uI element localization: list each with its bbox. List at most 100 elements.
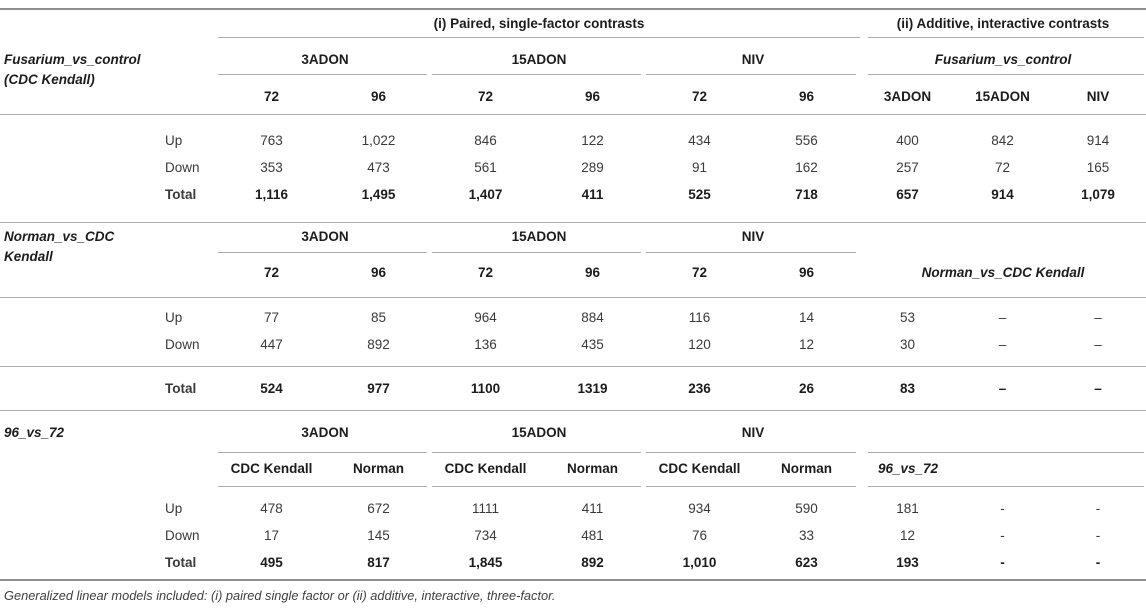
value-cell: – xyxy=(998,337,1007,352)
block3-right-label: 96_vs_72 xyxy=(878,461,939,476)
value-cell: 964 xyxy=(474,310,497,325)
total-cell: - xyxy=(1095,555,1101,570)
block1-group-3adon: 3ADON xyxy=(301,52,349,67)
block2-rule-niv xyxy=(646,252,856,253)
block2-total-label: Total xyxy=(165,381,197,396)
value-cell: 12 xyxy=(798,337,815,352)
value-cell: 162 xyxy=(795,160,818,175)
block1-subheader: 72 xyxy=(691,89,708,104)
value-cell: 14 xyxy=(798,310,815,325)
block3-subrule-15adon xyxy=(432,486,641,487)
block3-subrule-niv xyxy=(646,486,856,487)
block1-total-label: Total xyxy=(165,187,197,202)
block2-row-label-line1: Norman_vs_CDC xyxy=(4,229,115,244)
value-cell: 1,022 xyxy=(361,133,396,148)
total-cell: 657 xyxy=(896,187,919,202)
value-cell: 1111 xyxy=(471,501,500,516)
block1-header-rule xyxy=(0,114,1146,115)
table-footnote: Generalized linear models included: (i) … xyxy=(4,588,556,603)
value-cell: 411 xyxy=(581,501,604,516)
total-cell: 1,116 xyxy=(254,187,289,202)
value-cell: 892 xyxy=(367,337,390,352)
block3-subrule-right xyxy=(868,486,1144,487)
value-cell: 76 xyxy=(691,528,708,543)
value-cell: 77 xyxy=(263,310,280,325)
block1-down-label: Down xyxy=(165,160,200,175)
value-cell: - xyxy=(1000,528,1005,543)
value-cell: 884 xyxy=(581,310,604,325)
block3-group-niv: NIV xyxy=(741,425,765,440)
block-separator-rule xyxy=(0,410,1146,411)
total-cell: – xyxy=(998,381,1007,396)
value-cell: 257 xyxy=(896,160,919,175)
total-cell: - xyxy=(1000,555,1005,570)
block1-right-label: Fusarium_vs_control xyxy=(934,52,1072,67)
value-cell: 672 xyxy=(367,501,390,516)
block2-rule-15adon xyxy=(432,252,641,253)
value-cell: 434 xyxy=(688,133,711,148)
block3-subrule-3adon xyxy=(218,486,427,487)
total-cell: 623 xyxy=(795,555,818,570)
block-separator-rule xyxy=(0,222,1146,223)
total-cell: 892 xyxy=(581,555,604,570)
block1-rule-niv xyxy=(646,74,856,75)
block3-subheader: CDC Kendall xyxy=(658,461,741,476)
value-cell: 478 xyxy=(260,501,283,516)
value-cell: 145 xyxy=(367,528,390,543)
value-cell: 590 xyxy=(795,501,818,516)
block3-subheader: CDC Kendall xyxy=(230,461,313,476)
spacer xyxy=(0,115,1146,127)
value-cell: – xyxy=(1094,337,1102,352)
value-cell: 435 xyxy=(581,337,604,352)
total-cell: 26 xyxy=(798,381,815,396)
total-cell: 193 xyxy=(896,555,919,570)
block3-subheader: Norman xyxy=(566,461,618,476)
total-cell: – xyxy=(1094,381,1102,396)
total-cell: 236 xyxy=(688,381,711,396)
table-bottom-border xyxy=(0,579,1146,581)
block2-down-label: Down xyxy=(165,337,200,352)
block2-rule-3adon xyxy=(218,252,427,253)
block1-subheader: 96 xyxy=(370,89,387,104)
value-cell: - xyxy=(1000,501,1005,516)
value-cell: – xyxy=(1094,310,1102,325)
value-cell: 120 xyxy=(688,337,711,352)
block2-up-label: Up xyxy=(165,310,183,325)
total-cell: 83 xyxy=(899,381,916,396)
block1-right-subheader: 3ADON xyxy=(883,89,932,104)
block3-rule-3adon xyxy=(218,452,427,453)
total-cell: 525 xyxy=(688,187,711,202)
block3-up-label: Up xyxy=(165,501,183,516)
value-cell: 842 xyxy=(991,133,1014,148)
block2-group-niv: NIV xyxy=(741,229,765,244)
block1-rule-15adon xyxy=(432,74,641,75)
block3-rule-niv xyxy=(646,452,856,453)
total-cell: 977 xyxy=(367,381,390,396)
spacer xyxy=(0,358,1146,366)
block1-row-label: Fusarium_vs_control (CDC Kendall) xyxy=(0,38,218,87)
rule-under-additive-title xyxy=(868,37,1144,38)
rule-under-paired-title xyxy=(218,37,860,38)
total-cell: 524 xyxy=(260,381,283,396)
block1-row-label-line2: (CDC Kendall) xyxy=(4,72,95,87)
block2-row-label: Norman_vs_CDC Kendall xyxy=(0,223,218,264)
total-cell: 914 xyxy=(991,187,1014,202)
value-cell: 400 xyxy=(896,133,919,148)
table-top-border xyxy=(0,8,1146,10)
value-cell: 136 xyxy=(474,337,497,352)
block1-group-niv: NIV xyxy=(741,52,765,67)
block2-subheader: 72 xyxy=(263,265,280,280)
value-cell: 481 xyxy=(581,528,604,543)
block1-group-15adon: 15ADON xyxy=(511,52,567,67)
total-cell: 1100 xyxy=(470,381,501,396)
value-cell: 561 xyxy=(474,160,497,175)
total-cell: 1,495 xyxy=(361,187,396,202)
value-cell: 165 xyxy=(1086,160,1110,175)
total-cell: 1,845 xyxy=(468,555,503,570)
block2-subheader: 96 xyxy=(370,265,387,280)
section-title-additive: (ii) Additive, interactive contrasts xyxy=(896,16,1110,31)
block1-subheader: 96 xyxy=(584,89,601,104)
block3-row-label-line1: 96_vs_72 xyxy=(4,425,65,440)
block1-rule-3adon xyxy=(218,74,427,75)
block2-pretotal-rule xyxy=(0,366,1146,367)
